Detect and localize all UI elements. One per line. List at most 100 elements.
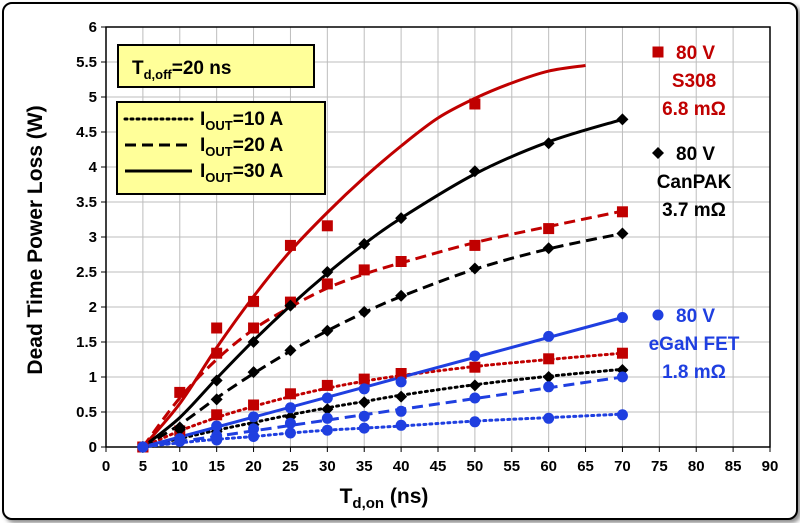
line-legend-bg (116, 101, 326, 195)
data-point-egan (616, 371, 628, 383)
data-point-s308 (211, 409, 223, 421)
device-legend-canpak: 80 V CanPAK 3.7 mΩ (652, 144, 732, 221)
x-tick-label: 30 (319, 458, 336, 475)
data-point-canpak (247, 336, 260, 348)
data-point-egan (321, 412, 333, 424)
x-tick-label: 55 (503, 458, 520, 475)
data-point-s308 (358, 373, 370, 385)
series-line-canpak-30a (141, 117, 623, 449)
legend-label: IOUT=20 A (200, 135, 284, 159)
y-tick-label: 0 (89, 439, 97, 456)
y-tick-label: 3.5 (76, 194, 97, 211)
y-tick-label: 2 (89, 299, 97, 316)
device-legend-line: 80 V (676, 43, 715, 64)
data-point-egan (321, 424, 333, 436)
data-point-egan (211, 420, 223, 432)
data-point-canpak (173, 421, 186, 434)
data-point-canpak (321, 403, 334, 416)
x-tick-label: 75 (651, 458, 668, 475)
data-point-canpak (395, 390, 408, 403)
data-point-canpak (284, 344, 297, 357)
y-tick-label: 1 (89, 369, 97, 386)
data-point-canpak (210, 374, 223, 387)
data-point-egan (543, 412, 555, 424)
data-point-egan (174, 435, 186, 447)
y-tick-label: 3 (89, 229, 97, 246)
data-point-canpak (395, 212, 408, 225)
y-tick-label: 0.5 (76, 404, 97, 421)
toff-box-text: Td,off=20 ns (132, 58, 231, 82)
device-legend-egan: 80 V eGaN FET 1.8 mΩ (649, 306, 740, 383)
x-tick-label: 10 (171, 458, 188, 475)
series-line-s308-10a (141, 351, 624, 449)
data-point-canpak (210, 393, 223, 406)
x-tick-label: 50 (467, 458, 484, 475)
data-point-egan (284, 427, 296, 439)
x-tick-label: 65 (577, 458, 594, 475)
y-axis-label: Dead Time Power Loss (W) (24, 105, 47, 374)
data-point-s308 (248, 295, 260, 307)
data-point-s308 (174, 386, 186, 398)
chart-svg: 0 5 10 15 20 25 30 35 40 45 50 55 60 65 70 75 80 85 9000.5… (24, 19, 778, 512)
data-point-s308 (321, 220, 333, 232)
data-point-s308 (248, 322, 260, 334)
data-point-egan (469, 350, 481, 362)
toff-rest: =20 ns (172, 58, 232, 79)
device-legend: 80 V S308 6.8 mΩ 80 V CanPAK 3.7 mΩ 80 V eGaN F… (649, 43, 740, 383)
device-legend-line: 1.8 mΩ (662, 362, 726, 383)
data-point-s308 (211, 322, 223, 334)
device-legend-line: eGaN FET (649, 334, 740, 355)
data-point-egan (469, 416, 481, 428)
y-tick-label: 4 (89, 159, 98, 176)
toff-sub: d,off (144, 67, 173, 82)
data-point-canpak (358, 396, 371, 409)
x-tick-label: 70 (614, 458, 631, 475)
y-tick-label: 1.5 (76, 334, 97, 351)
data-point-s308 (284, 239, 296, 251)
data-point-s308 (469, 98, 481, 110)
legend-label: IOUT=10 A (200, 109, 284, 133)
axes (101, 26, 771, 452)
data-point-canpak (284, 299, 297, 312)
data-point-egan (543, 330, 555, 342)
legend-label: IOUT=30 A (200, 161, 284, 185)
data-point-egan (395, 405, 407, 417)
x-axis-label-unit: (ns) (384, 485, 428, 508)
y-tick-label: 6 (89, 19, 97, 36)
data-point-s308 (543, 223, 555, 235)
data-point-s308 (321, 278, 333, 290)
x-tick-label: 5 (139, 458, 147, 475)
data-point-canpak (542, 137, 555, 150)
device-legend-line: 3.7 mΩ (662, 200, 726, 221)
device-legend-s308: 80 V S308 6.8 mΩ (652, 43, 726, 120)
toff-main: T (132, 58, 144, 79)
data-point-egan (137, 441, 149, 453)
x-tick-label: 15 (208, 458, 225, 475)
data-point-s308 (543, 353, 555, 365)
data-point-egan (616, 409, 628, 421)
x-tick-label: 35 (356, 458, 373, 475)
data-point-egan (358, 383, 370, 395)
series-line-canpak-20a (142, 232, 623, 449)
device-legend-line: 80 V (676, 306, 715, 327)
y-tick-label: 4.5 (76, 124, 97, 141)
data-point-s308 (248, 399, 260, 411)
device-legend-line: 6.8 mΩ (662, 99, 726, 120)
data-point-canpak (542, 371, 555, 383)
device-legend-line: CanPAK (657, 172, 732, 193)
series-line-egan-30a (142, 316, 623, 449)
data-point-s308 (211, 347, 223, 359)
x-axis-label-sub: d,on (352, 495, 384, 512)
data-point-s308 (284, 388, 296, 400)
device-legend-line: S308 (672, 71, 716, 92)
data-point-s308 (469, 361, 481, 373)
data-point-canpak (616, 227, 629, 240)
data-point-canpak (247, 366, 260, 379)
data-point-canpak (542, 242, 555, 255)
data-point-s308 (469, 239, 481, 251)
data-point-canpak (468, 379, 481, 392)
data-point-egan (284, 402, 296, 414)
data-point-egan (469, 392, 481, 404)
